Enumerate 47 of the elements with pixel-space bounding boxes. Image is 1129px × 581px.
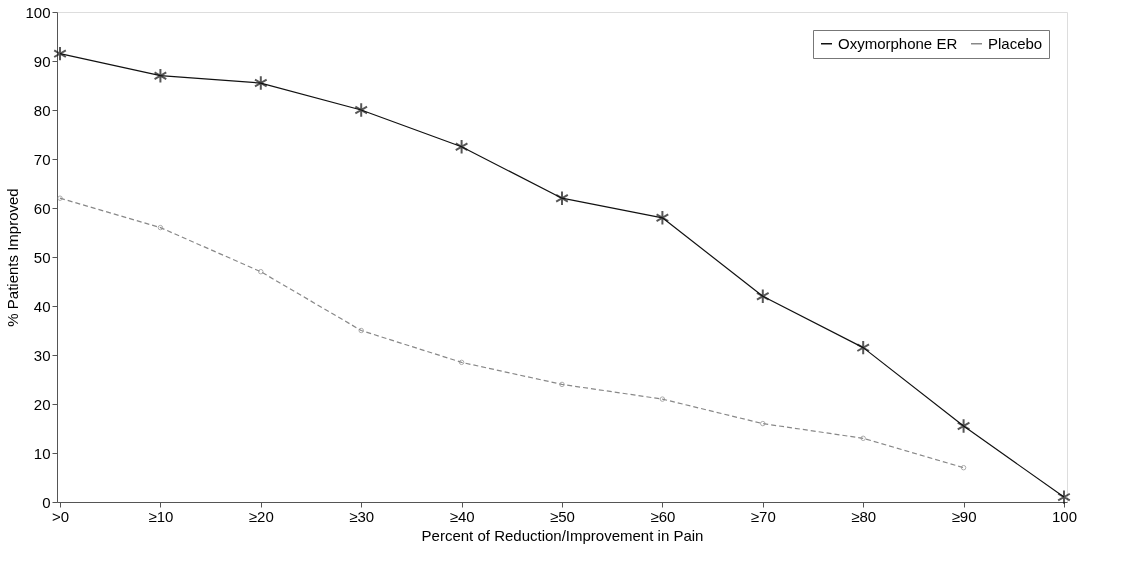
point	[258, 268, 264, 275]
y-tick-label: 20	[33, 395, 51, 413]
point	[1057, 489, 1071, 505]
y-tick-label: 10	[33, 444, 51, 462]
point	[454, 139, 469, 155]
x-axis-title: Percent of Reduction/Improvement in Pain	[421, 526, 704, 544]
x-tick-label: ≥20	[248, 507, 274, 525]
x-tick-label: ≥80	[851, 507, 877, 525]
y-tick-label: 50	[33, 248, 51, 266]
y-tick-label: 70	[33, 150, 51, 168]
point	[860, 435, 866, 442]
point	[856, 339, 871, 356]
x-tick-label: ≥30	[349, 507, 375, 525]
x-tick-label: ≥50	[550, 507, 575, 525]
y-axis-title: % Patients Improved	[4, 188, 22, 327]
y-tick-label: 0	[42, 493, 51, 511]
x-tick-label: ≥10	[148, 507, 174, 525]
x-tick-label: ≥40	[449, 507, 475, 525]
point	[358, 327, 364, 334]
x-tick-label: >0	[51, 507, 70, 525]
point	[555, 190, 569, 206]
point	[253, 75, 268, 91]
point	[755, 288, 770, 304]
point	[960, 464, 967, 471]
point	[153, 67, 168, 84]
y-tick-label: 100	[25, 3, 51, 21]
point	[157, 224, 164, 231]
y-tick-label: 40	[33, 297, 51, 315]
point	[53, 45, 67, 62]
point	[659, 396, 666, 402]
point	[956, 418, 971, 434]
y-tick-label: 30	[33, 346, 51, 364]
legend-label: Oxymorphone ER	[838, 34, 958, 52]
legend-label: Placebo	[988, 34, 1043, 52]
point	[655, 210, 670, 226]
point	[354, 102, 369, 118]
x-tick-label: ≥70	[750, 507, 776, 525]
point	[458, 359, 465, 366]
y-tick-label: 90	[33, 52, 51, 70]
y-tick-label: 80	[33, 101, 51, 119]
point	[760, 420, 766, 427]
point	[559, 381, 565, 388]
x-tick-label: ≥90	[951, 507, 977, 525]
x-tick-label: ≥60	[650, 507, 676, 525]
y-tick-label: 60	[33, 199, 51, 217]
point	[57, 195, 63, 201]
x-tick-label: 100	[1051, 507, 1077, 525]
